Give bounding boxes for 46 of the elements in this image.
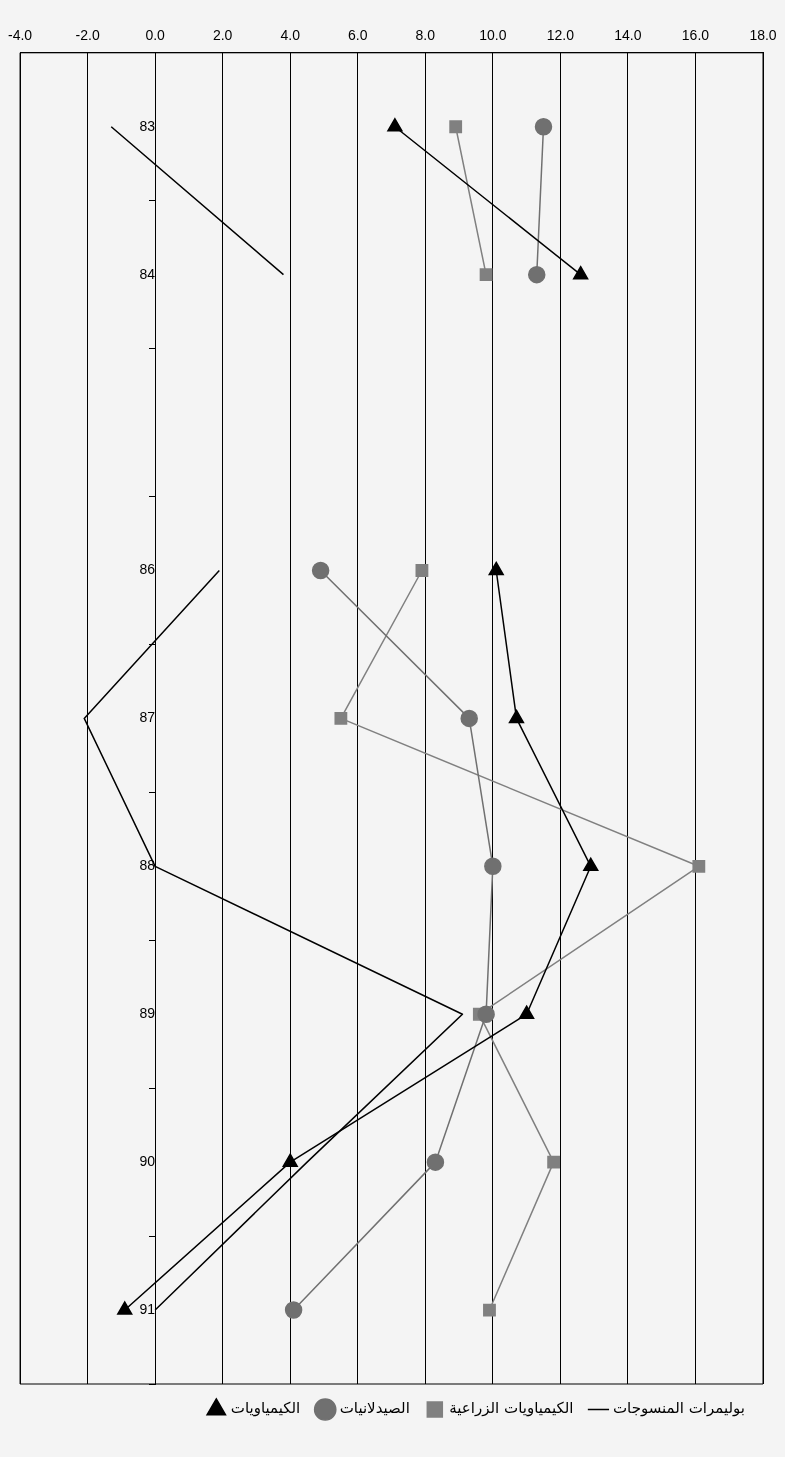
point: [334, 711, 348, 725]
y-tick-label: 84: [139, 265, 156, 282]
point: [518, 1005, 535, 1019]
point: [387, 118, 403, 132]
point: [284, 1301, 303, 1319]
point: [692, 859, 706, 873]
x-tick-label: 12.0: [546, 27, 575, 44]
y-tick-label: 91: [139, 1300, 156, 1317]
y-tick-label: 87: [139, 709, 156, 726]
point: [282, 1153, 298, 1167]
point: [479, 268, 493, 282]
legend-label: بوليمرات المنسوجات: [612, 1399, 746, 1418]
point: [449, 120, 463, 134]
x-tick-label: -4.0: [8, 27, 33, 44]
point: [508, 709, 525, 724]
y-tick-label: 90: [139, 1152, 156, 1169]
point: [415, 564, 429, 577]
x-tick-label: 18.0: [749, 27, 777, 44]
point: [547, 1155, 561, 1169]
point: [572, 265, 589, 280]
legend-label: الكيمياويات: [230, 1399, 301, 1418]
legend-label: الصيدلانيات: [339, 1399, 410, 1418]
point: [484, 857, 502, 876]
x-tick-label: 8.0: [415, 27, 436, 44]
point: [583, 857, 599, 872]
x-tick-label: 4.0: [280, 27, 301, 44]
point: [460, 709, 478, 728]
x-tick-label: 16.0: [681, 27, 710, 44]
y-tick-label: 89: [139, 1005, 156, 1022]
x-tick-label: 2.0: [212, 27, 233, 44]
legend-label: الكيمياويات الزراعية: [449, 1399, 574, 1418]
point: [527, 265, 546, 284]
x-tick-label: 0.0: [145, 27, 166, 44]
x-tick-label: 10.0: [479, 27, 507, 44]
x-tick-label: -2.0: [75, 27, 100, 44]
y-tick-label: 86: [139, 561, 156, 578]
y-tick-label: 83: [139, 117, 156, 134]
point: [483, 1303, 496, 1317]
point: [534, 118, 553, 136]
point: [488, 561, 504, 576]
point: [477, 1005, 495, 1023]
point: [311, 561, 330, 580]
x-tick-label: 14.0: [614, 27, 642, 44]
point: [426, 1153, 445, 1171]
point: [117, 1301, 133, 1315]
x-tick-label: 6.0: [348, 27, 368, 44]
